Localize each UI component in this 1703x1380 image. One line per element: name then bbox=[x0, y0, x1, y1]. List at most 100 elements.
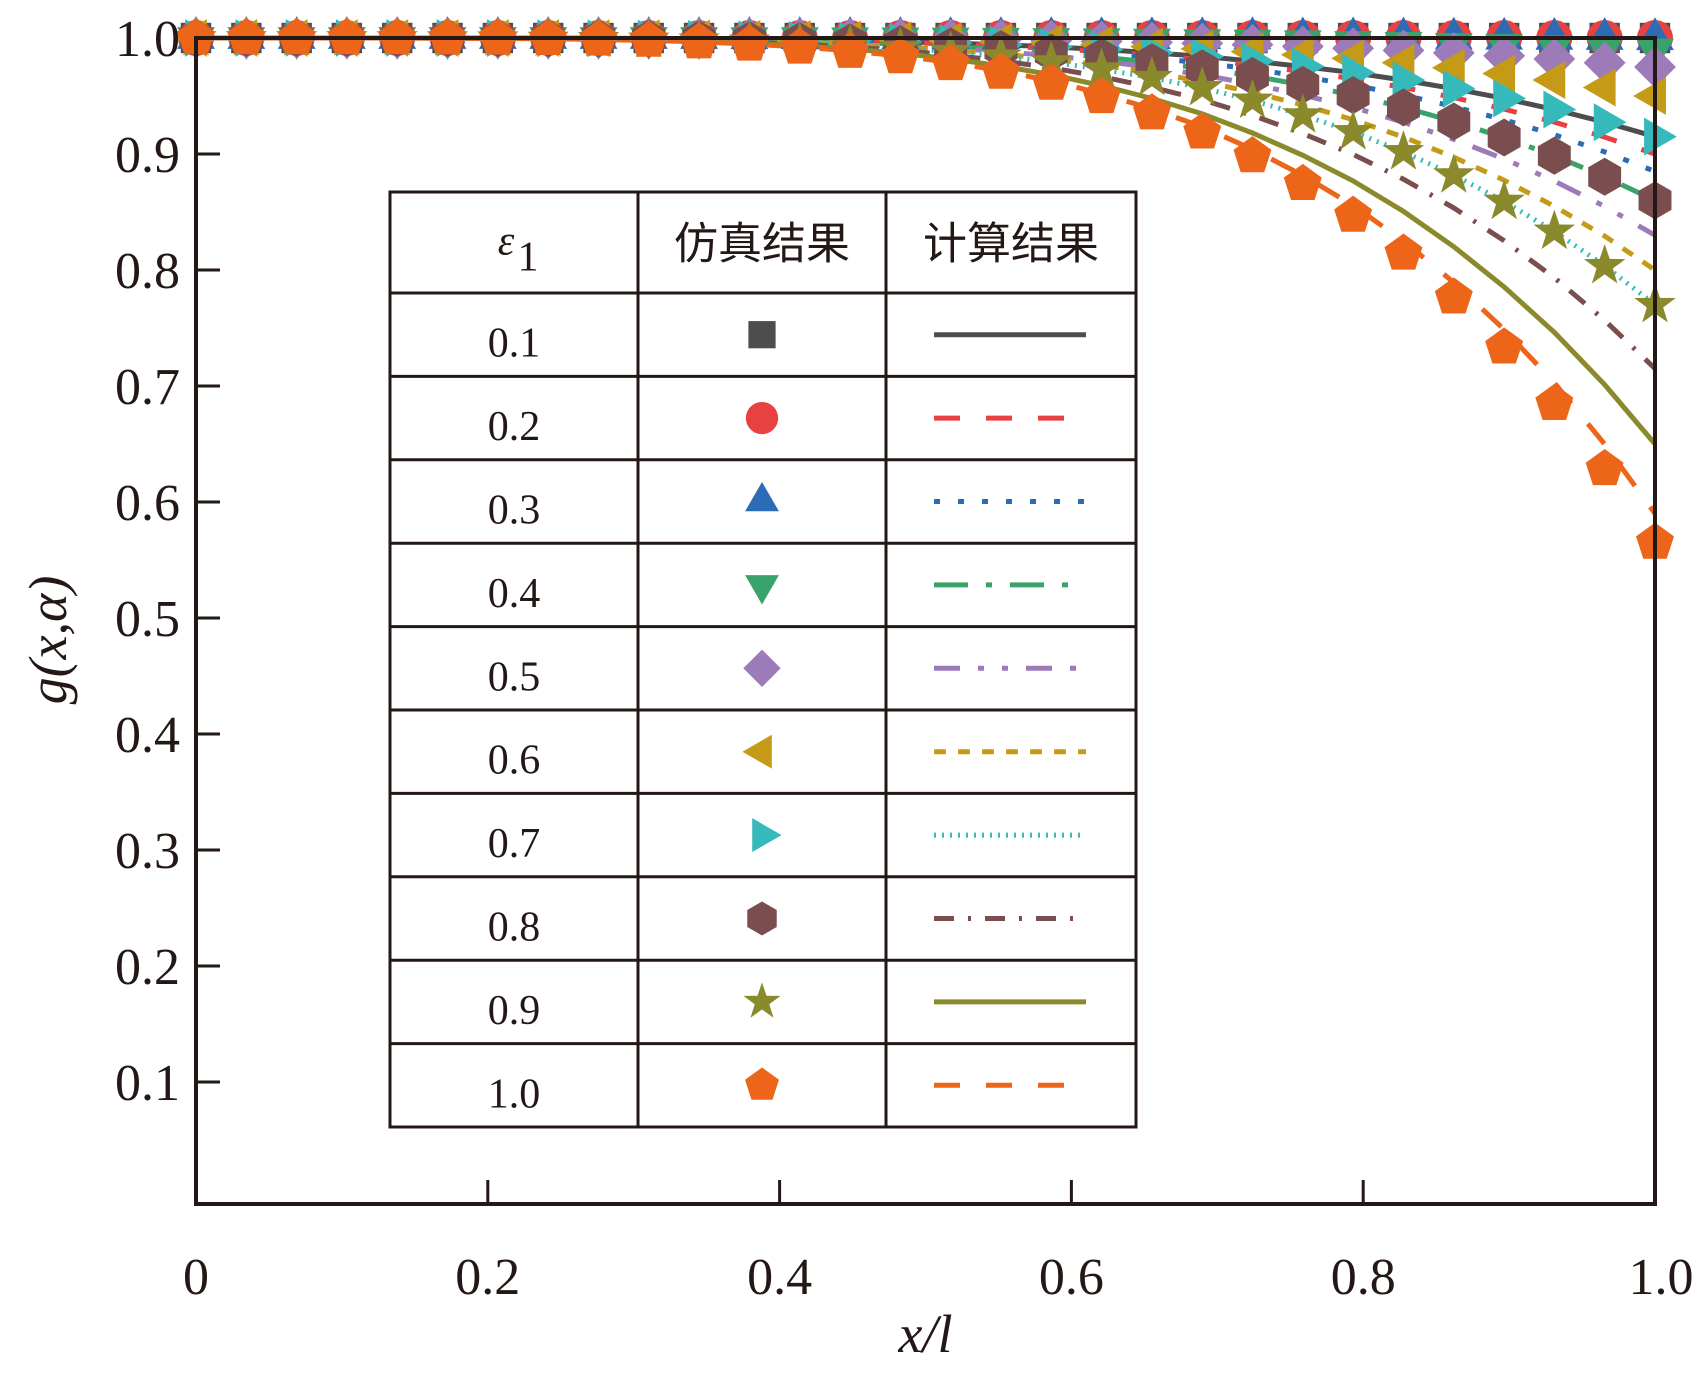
sim-marker bbox=[1583, 243, 1626, 284]
sim-marker bbox=[1583, 41, 1626, 84]
legend-row: 0.7 bbox=[488, 818, 1086, 867]
sim-marker bbox=[1382, 130, 1425, 170]
sim-marker bbox=[1537, 136, 1571, 175]
legend-marker bbox=[752, 818, 782, 853]
sim-marker bbox=[1487, 118, 1521, 157]
y-tick-label: 0.9 bbox=[115, 127, 180, 184]
calc-line-eps-0.4 bbox=[196, 35, 1657, 203]
plot-frame bbox=[194, 36, 1657, 1206]
legend-epsilon-value: 0.5 bbox=[488, 654, 541, 700]
sim-marker bbox=[1433, 153, 1475, 193]
series-eps-0.4 bbox=[196, 35, 1657, 203]
legend-epsilon-value: 0.7 bbox=[488, 821, 541, 867]
sim-marker bbox=[1582, 68, 1616, 107]
sim-marker bbox=[1131, 55, 1173, 96]
calc-line-eps-0.7 bbox=[196, 35, 1657, 307]
legend-header-param: ε bbox=[498, 219, 515, 265]
sim-marker bbox=[1384, 233, 1423, 270]
sim-marker bbox=[1483, 179, 1525, 220]
y-tick-label: 0.1 bbox=[115, 1055, 180, 1112]
sim-marker bbox=[981, 52, 1020, 89]
sim-marker bbox=[1633, 77, 1666, 115]
sim-marker bbox=[1181, 66, 1224, 106]
calc-line-eps-0.2 bbox=[196, 35, 1656, 157]
sim-marker bbox=[1286, 65, 1320, 104]
legend-epsilon-value: 0.3 bbox=[488, 488, 541, 534]
y-tick-label: 1.0 bbox=[115, 11, 180, 68]
legend-epsilon-value: 0.2 bbox=[488, 404, 541, 450]
sim-marker bbox=[831, 31, 870, 68]
y-tick-label: 0.8 bbox=[115, 243, 180, 300]
sim-marker bbox=[1431, 48, 1465, 87]
legend-epsilon-value: 0.4 bbox=[488, 571, 541, 617]
x-tick-label: 0 bbox=[183, 1249, 209, 1306]
sim-marker bbox=[1334, 195, 1373, 232]
y-axis-label: g(x,α) bbox=[18, 576, 78, 705]
legend-marker bbox=[743, 982, 781, 1018]
legend-row: 0.4 bbox=[488, 571, 1086, 617]
series-eps-0.8 bbox=[196, 35, 1657, 371]
sim-marker bbox=[1392, 61, 1426, 100]
sim-marker bbox=[1535, 383, 1574, 420]
sim-marker bbox=[1336, 76, 1370, 115]
sim-marker bbox=[1532, 61, 1566, 99]
sim-marker bbox=[680, 22, 719, 59]
sim-marker bbox=[881, 37, 920, 74]
y-tick-label: 0.7 bbox=[115, 359, 180, 416]
legend-table: ε 1 仿真结果 计算结果 0.1 0.2 0.3 0.4 0.5 0.6 0.7 0.8 0.9 1.0 bbox=[388, 190, 1138, 1129]
sim-marker bbox=[1442, 69, 1476, 108]
sim-marker bbox=[730, 24, 769, 61]
sim-marker bbox=[1387, 88, 1420, 127]
legend-epsilon-value: 0.9 bbox=[488, 988, 541, 1034]
x-tick-label: 0.6 bbox=[1039, 1249, 1104, 1306]
legend-header-calc: 计算结果 bbox=[923, 219, 1099, 270]
sim-marker bbox=[1593, 103, 1627, 142]
legend-marker bbox=[748, 321, 776, 349]
sim-marker bbox=[1543, 90, 1577, 129]
sim-marker bbox=[1080, 47, 1123, 87]
legend-epsilon-value: 0.6 bbox=[488, 738, 541, 784]
sim-marker bbox=[1533, 38, 1576, 80]
legend-epsilon-value: 0.8 bbox=[488, 905, 541, 951]
y-tick-label: 0.5 bbox=[115, 591, 180, 648]
sim-marker bbox=[1236, 57, 1269, 96]
sim-marker bbox=[1332, 110, 1374, 150]
sim-marker bbox=[1282, 93, 1324, 133]
x-tick-label: 0.2 bbox=[455, 1249, 520, 1306]
sim-marker bbox=[1585, 448, 1624, 486]
axis-ticks bbox=[196, 152, 1365, 1204]
sim-marker bbox=[1183, 112, 1222, 149]
sim-marker bbox=[1283, 163, 1322, 200]
sim-marker bbox=[1030, 40, 1073, 80]
x-tick-label: 1.0 bbox=[1629, 1249, 1694, 1306]
legend-row: 0.5 bbox=[488, 649, 1086, 700]
x-axis-label: x/l bbox=[898, 1304, 953, 1364]
sim-marker bbox=[1132, 93, 1171, 130]
legend-marker bbox=[743, 649, 781, 687]
legend-epsilon-value: 1.0 bbox=[488, 1071, 541, 1117]
sim-marker bbox=[1032, 63, 1071, 100]
legend-row: 0.8 bbox=[488, 901, 1086, 951]
y-tick-label: 0.3 bbox=[115, 823, 180, 880]
legend-marker bbox=[745, 401, 779, 435]
y-tick-label: 0.2 bbox=[115, 939, 180, 996]
legend-marker bbox=[742, 734, 772, 769]
legend-row: 0.9 bbox=[488, 982, 1086, 1034]
sim-marker bbox=[1493, 79, 1526, 118]
series-eps-0.7 bbox=[196, 35, 1657, 307]
legend-row: 0.3 bbox=[488, 481, 1086, 534]
sim-marker bbox=[1437, 102, 1471, 141]
legend-row: 0.1 bbox=[488, 321, 1086, 367]
calc-line-eps-0.8 bbox=[196, 35, 1657, 371]
legend-row: 0.2 bbox=[488, 401, 1086, 450]
legend-marker bbox=[745, 575, 779, 605]
legend-marker bbox=[747, 901, 777, 936]
sim-marker bbox=[931, 44, 970, 81]
x-tick-label: 0.4 bbox=[747, 1249, 812, 1306]
legend-header-sim: 仿真结果 bbox=[674, 219, 850, 270]
sim-marker bbox=[1482, 54, 1516, 93]
legend-epsilon-value: 0.1 bbox=[488, 321, 541, 367]
y-tick-label: 0.4 bbox=[115, 707, 180, 764]
sim-marker bbox=[1233, 136, 1272, 173]
legend-marker bbox=[745, 481, 779, 512]
